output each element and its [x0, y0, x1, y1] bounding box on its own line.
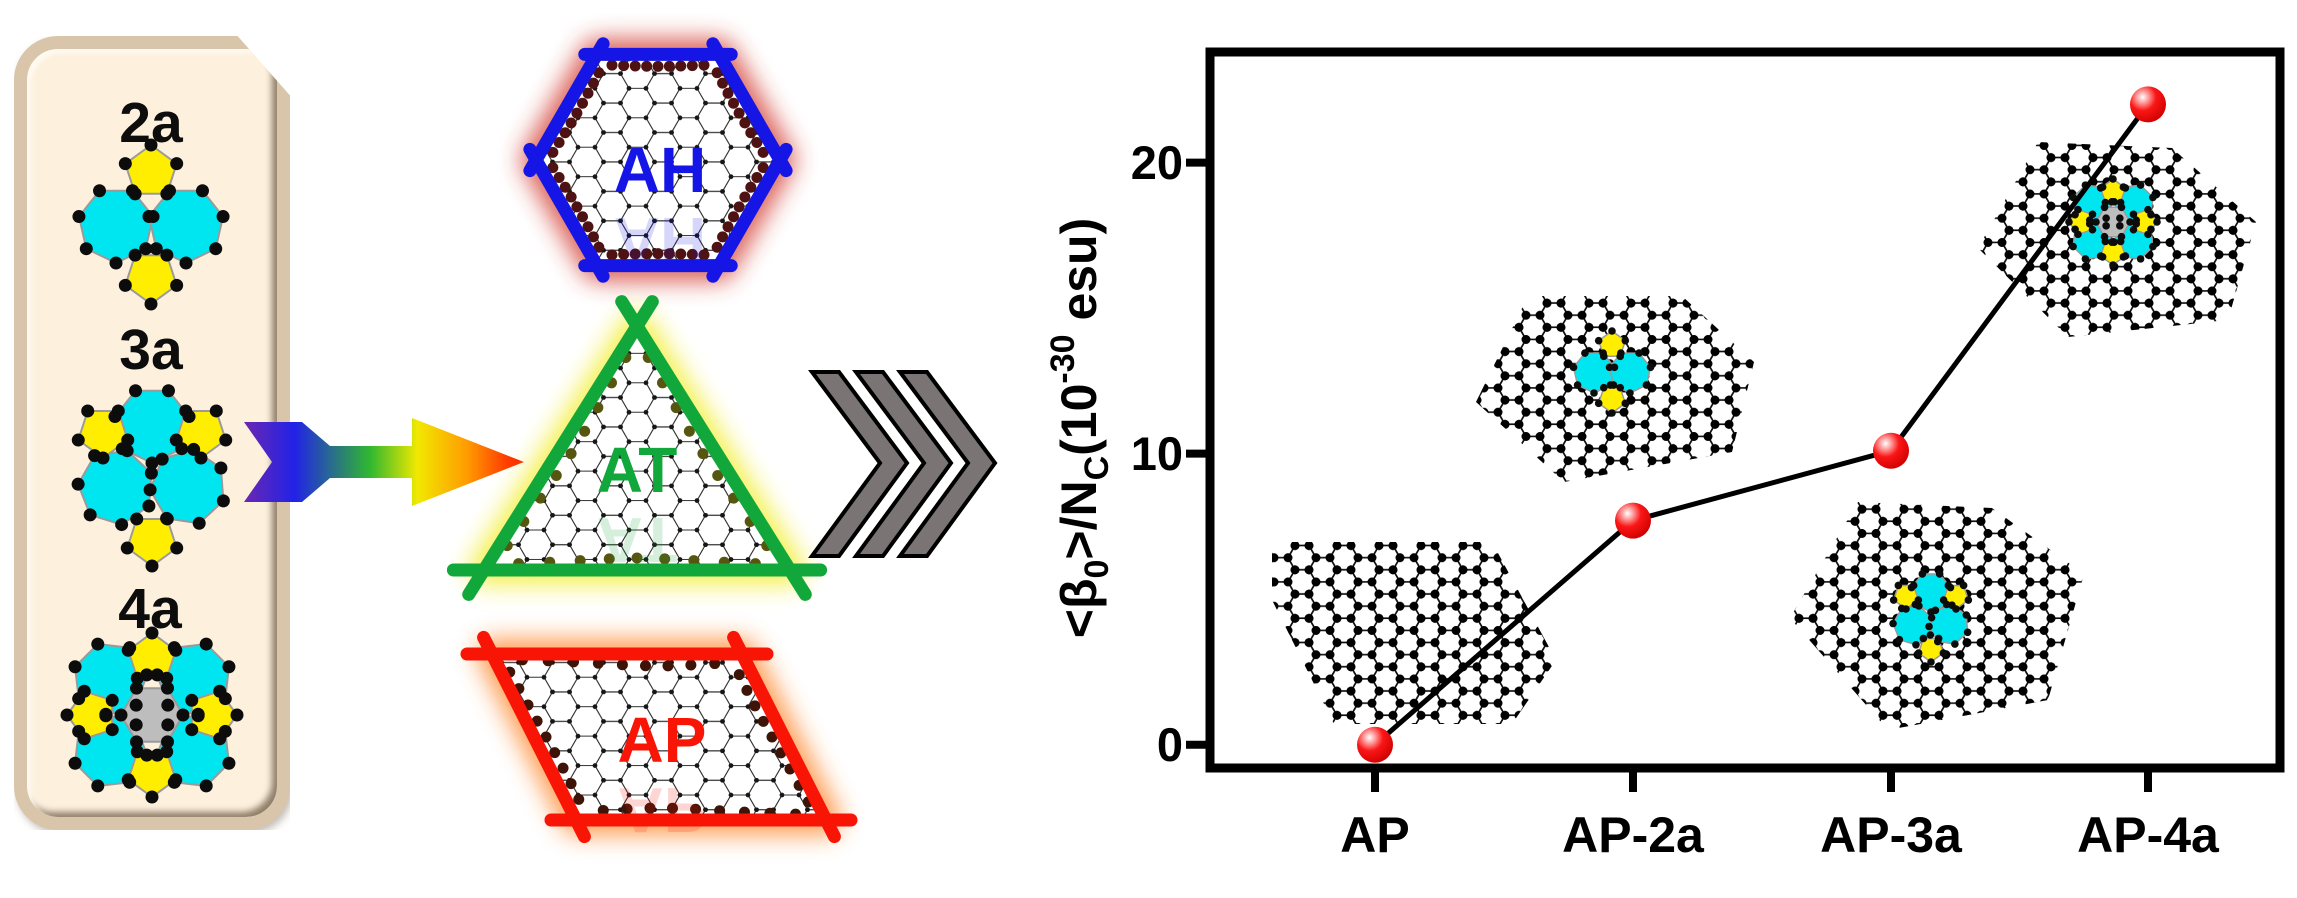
monomer-label-3a: 3a	[119, 318, 184, 382]
y-axis-title: <β0​>/NC​(10-30​ esu)	[1044, 218, 1116, 639]
data-point-AP-3a	[1873, 432, 1909, 469]
parallelogram-flake-label-reflection: AP	[618, 774, 707, 846]
triangle-flake-AT	[446, 295, 828, 601]
inset-AP-molecule	[1272, 542, 1556, 724]
chevron-3	[896, 370, 998, 558]
y-tick-label-0: 0	[1157, 718, 1183, 771]
inset-AP-2a-molecule	[1476, 296, 1754, 482]
hexagon-flake-label: AH	[614, 134, 706, 206]
y-tick-label-20: 20	[1131, 136, 1183, 189]
rainbow-arrow-icon	[244, 418, 524, 506]
hexagon-flake-AH	[521, 37, 795, 283]
data-point-AP-4a	[2130, 86, 2166, 123]
inset-AP-4a-molecule	[1978, 142, 2256, 337]
triangle-flake-label-group: AT AT	[597, 434, 678, 576]
beta-chart	[1186, 47, 2285, 792]
chevron-1	[808, 370, 910, 558]
monomer-label-4a: 4a	[118, 577, 183, 641]
nanoflake-shapes	[446, 37, 858, 844]
x-tick-label-ap: AP	[1340, 807, 1409, 863]
data-line	[1373, 102, 2151, 747]
monomer-label-2a: 2a	[119, 91, 184, 155]
hexagon-flake-label-group: AH AH	[614, 134, 706, 276]
monomer-molecules	[60, 138, 244, 804]
inset-AP-3a-molecule	[1790, 502, 2084, 730]
triangle-flake-label: AT	[597, 434, 678, 506]
x-tick-label-ap4a: AP-4a	[2077, 807, 2220, 863]
data-point-AP-2a	[1615, 502, 1651, 539]
y-tick-label-10: 10	[1131, 427, 1183, 480]
hexagon-flake-label-reflection: AH	[614, 204, 706, 276]
data-point-AP	[1357, 726, 1393, 763]
parallelogram-flake-AP	[460, 630, 858, 844]
molecule-3a	[71, 384, 233, 573]
molecule-4a	[60, 626, 244, 804]
chevron-2	[852, 370, 954, 558]
parallelogram-flake-label: AP	[618, 704, 707, 776]
plot-frame	[1205, 47, 2285, 773]
molecule-2a	[72, 138, 230, 311]
y-axis-title-text: <β0​>/NC​(10-30​ esu)	[1044, 218, 1116, 639]
chevron-right-icon	[808, 370, 998, 558]
x-tick-label-ap3a: AP-3a	[1820, 807, 1963, 863]
triangle-flake-label-reflection: AT	[597, 504, 678, 576]
parallelogram-flake-label-group: AP AP	[618, 704, 707, 846]
x-tick-label-ap2a: AP-2a	[1562, 807, 1705, 863]
